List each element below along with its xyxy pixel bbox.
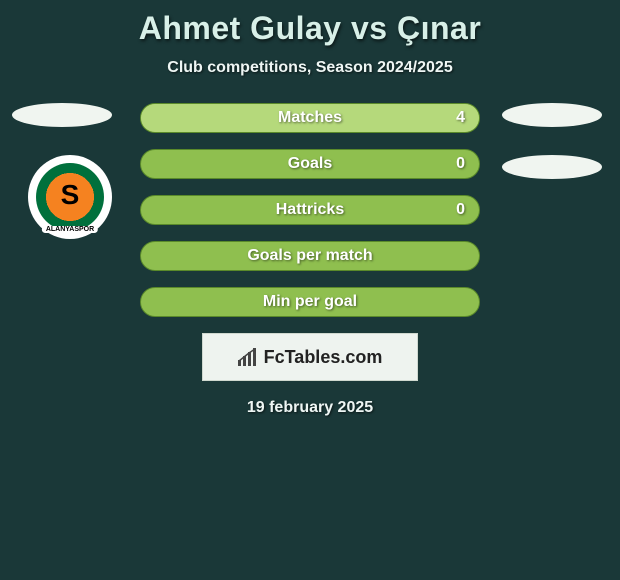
left-player-avatar-placeholder [12, 103, 112, 127]
subtitle: Club competitions, Season 2024/2025 [0, 59, 620, 77]
brand-label: FcTables.com [264, 347, 383, 368]
right-player-avatar-placeholder-2 [502, 155, 602, 179]
stat-row: Hattricks 0 [140, 195, 480, 225]
page-title: Ahmet Gulay vs Çınar [0, 0, 620, 47]
stat-row-label: Goals [288, 155, 332, 173]
stat-row-label: Goals per match [247, 247, 372, 265]
stat-row: Goals 0 [140, 149, 480, 179]
stat-row: Matches 4 [140, 103, 480, 133]
stat-row: Min per goal [140, 287, 480, 317]
brand-box: FcTables.com [202, 333, 418, 381]
stat-row-label: Hattricks [276, 201, 344, 219]
comparison-area: S ALANYASPOR Matches4Goals0Hattricks0Goa… [0, 103, 620, 317]
brand-text: FcTables.com [238, 347, 383, 368]
club-badge-name: ALANYASPOR [42, 226, 98, 233]
club-badge-letter: S [61, 179, 80, 211]
date-label: 19 february 2025 [0, 399, 620, 417]
stat-row-value-right: 0 [456, 155, 465, 173]
stat-row-value-right: 0 [456, 201, 465, 219]
stat-row: Goals per match [140, 241, 480, 271]
stat-row-label: Matches [278, 109, 342, 127]
stat-row-label: Min per goal [263, 293, 357, 311]
stat-row-value-right: 4 [456, 109, 465, 127]
right-player-avatar-placeholder-1 [502, 103, 602, 127]
bars-growth-icon [238, 348, 260, 366]
club-badge-inner: S ALANYASPOR [36, 163, 104, 231]
left-player-club-badge: S ALANYASPOR [28, 155, 112, 239]
